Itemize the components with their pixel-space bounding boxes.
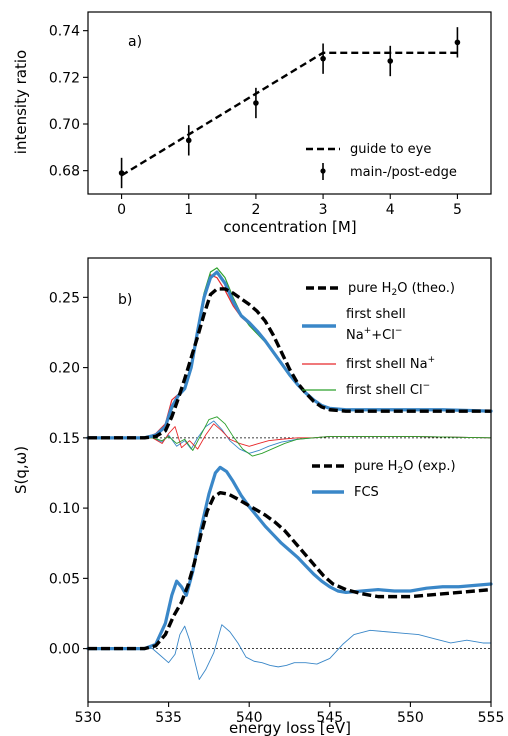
panel-a-x-tick-label: 0 bbox=[117, 202, 126, 218]
panel-b-y-tick-label: 0.25 bbox=[49, 290, 80, 306]
legend-label-na: first shell Na+ bbox=[346, 355, 435, 372]
panel-b-x-axis-label: energy loss [eV] bbox=[229, 719, 351, 736]
panel-b-x-tick-label: 550 bbox=[397, 710, 424, 726]
panel-b-x-tick-label: 540 bbox=[236, 710, 263, 726]
panel-b-y-tick-label: 0.00 bbox=[49, 642, 80, 658]
panel-a-y-axis-label: intensity ratio bbox=[12, 50, 30, 154]
panel-a-x-tick-label: 3 bbox=[319, 202, 328, 218]
legend-label-fcs: FCS bbox=[354, 485, 379, 500]
panel-a-x-tick-label: 5 bbox=[453, 202, 462, 218]
legend-label-first-shell-line2: Na++Cl− bbox=[346, 326, 402, 343]
panel-b-x-tick-label: 535 bbox=[155, 710, 182, 726]
series-line-pure-h-o-exp bbox=[88, 490, 492, 651]
panel-a: 0 1 2 3 4 5 0.68 0.70 0.72 0.74 a) concentration … bbox=[12, 11, 492, 236]
series-line-difference-fcs bbox=[87, 624, 492, 680]
panel-b-y-tick-label: 0.20 bbox=[49, 361, 80, 377]
panel-a-legend: guide to eye main-/post-edge bbox=[306, 142, 457, 180]
panel-a-x-tick-label: 4 bbox=[386, 202, 395, 218]
panel-a-y-tick-label: 0.72 bbox=[49, 70, 80, 86]
data-point bbox=[454, 39, 461, 46]
legend-label-exp: pure H2O (exp.) bbox=[354, 459, 456, 476]
legend-label-cl: first shell Cl− bbox=[346, 381, 430, 398]
legend-swatch-marker bbox=[320, 168, 326, 174]
panel-a-x-tick-label: 1 bbox=[184, 202, 193, 218]
data-point bbox=[185, 137, 192, 144]
panel-b-x-tick-label: 530 bbox=[75, 710, 102, 726]
data-point bbox=[320, 55, 326, 62]
panel-a-x-tick-label: 2 bbox=[251, 202, 260, 218]
panel-b: 530 535 540 545 550 555 0.00 0.05 0.10 0.15 0.20 0.… bbox=[12, 257, 505, 736]
data-point bbox=[253, 100, 259, 106]
data-point bbox=[387, 58, 394, 64]
panel-b-label: b) bbox=[118, 292, 132, 308]
panel-a-x-axis-label: concentration [M] bbox=[223, 218, 356, 236]
legend-label-first-shell-line1: first shell bbox=[346, 307, 406, 322]
panel-b-y-tick-label: 0.05 bbox=[49, 571, 80, 587]
panel-b-x-tick-label: 555 bbox=[478, 710, 505, 726]
series-line-fcs bbox=[86, 465, 493, 651]
series-line-pure-h-o-theo bbox=[88, 287, 491, 440]
panel-b-y-tick-label: 0.15 bbox=[49, 431, 80, 447]
panel-a-label: a) bbox=[128, 34, 142, 50]
panel-a-frame bbox=[87, 11, 492, 195]
panel-b-frame bbox=[87, 257, 492, 703]
panel-b-legend-upper: pure H2O (theo.) first shell Na++Cl− fir… bbox=[302, 281, 455, 398]
series-line-guide-to-eye bbox=[120, 51, 458, 177]
panel-b-legend-lower: pure H2O (exp.) FCS bbox=[312, 459, 456, 500]
panel-a-y-tick-label: 0.74 bbox=[49, 24, 80, 40]
legend-label-errorbar: main-/post-edge bbox=[350, 165, 457, 180]
legend-label-guide: guide to eye bbox=[350, 142, 431, 157]
panel-b-y-tick-label: 0.10 bbox=[49, 501, 80, 517]
legend-label-theo: pure H2O (theo.) bbox=[348, 281, 455, 298]
panel-a-y-tick-label: 0.68 bbox=[49, 164, 80, 180]
panel-a-y-tick-label: 0.70 bbox=[49, 117, 80, 133]
panel-b-y-axis-label: S(q,ω) bbox=[12, 446, 30, 494]
series-line-difference-first-shell-cl bbox=[87, 416, 492, 457]
panel-b-x-tick-label: 545 bbox=[316, 710, 343, 726]
